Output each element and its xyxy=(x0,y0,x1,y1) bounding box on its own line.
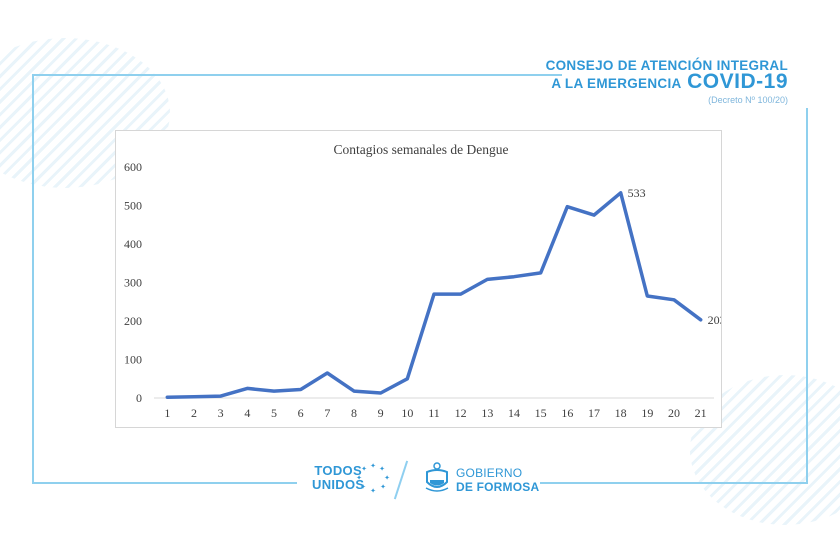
svg-text:✦: ✦ xyxy=(379,465,385,473)
chart-container: Contagios semanales de Dengue 0 100 200 300… xyxy=(115,130,722,428)
y-tick-label: 200 xyxy=(124,314,142,328)
x-tick-label: 8 xyxy=(351,406,357,420)
svg-text:✦: ✦ xyxy=(384,474,390,482)
footer-logos: TODOS UNIDOS ✦ ✦ ✦ ✦ ✦ ✦ ✦ ✦ GOBIERNO DE… xyxy=(300,458,540,502)
svg-text:✦: ✦ xyxy=(361,465,367,473)
x-tick-label: 7 xyxy=(324,406,330,420)
todos-text: TODOS xyxy=(314,463,362,478)
svg-text:✦: ✦ xyxy=(370,462,376,470)
header-line-1: CONSEJO DE ATENCIÓN INTEGRAL xyxy=(545,58,788,73)
x-tick-label: 12 xyxy=(455,406,467,420)
x-tick-label: 4 xyxy=(244,406,250,420)
y-tick-label: 100 xyxy=(124,353,142,367)
x-tick-label: 6 xyxy=(298,406,304,420)
x-tick-label: 13 xyxy=(481,406,493,420)
header-line-2-prefix: A LA EMERGENCIA xyxy=(551,76,682,91)
x-tick-label: 2 xyxy=(191,406,197,420)
todos-unidos-logo-text: TODOS UNIDOS xyxy=(312,464,364,492)
x-tick-label: 9 xyxy=(378,406,384,420)
svg-text:✦: ✦ xyxy=(370,487,376,495)
chart-title: Contagios semanales de Dengue xyxy=(333,142,508,157)
x-axis-ticks: 1 2 3 4 5 6 7 8 9 10 11 12 13 14 15 16 17 18 19 20 21 xyxy=(164,406,706,420)
x-tick-label: 16 xyxy=(561,406,573,420)
x-tick-label: 20 xyxy=(668,406,680,420)
y-tick-label: 0 xyxy=(136,391,142,405)
x-tick-label: 10 xyxy=(401,406,413,420)
stars-circle-icon: ✦ ✦ ✦ ✦ ✦ ✦ ✦ ✦ xyxy=(356,462,390,495)
x-tick-label: 18 xyxy=(615,406,627,420)
y-tick-label: 500 xyxy=(124,199,142,213)
logo-divider xyxy=(393,460,409,500)
y-axis-ticks: 0 100 200 300 400 500 600 xyxy=(124,160,142,405)
frame-line-top xyxy=(32,74,562,76)
line-chart: Contagios semanales de Dengue 0 100 200 300… xyxy=(124,142,721,420)
formosa-coat-of-arms-icon xyxy=(425,462,449,492)
x-tick-label: 17 xyxy=(588,406,600,420)
frame-line-right xyxy=(806,108,808,484)
x-tick-label: 21 xyxy=(695,406,707,420)
y-tick-label: 600 xyxy=(124,160,142,174)
svg-text:✦: ✦ xyxy=(380,483,386,491)
frame-line-bottom-right xyxy=(540,482,808,484)
series-line xyxy=(165,191,703,399)
y-tick-label: 400 xyxy=(124,237,142,251)
gobierno-text: GOBIERNO xyxy=(456,466,523,480)
header-line-2: A LA EMERGENCIA COVID-19 xyxy=(546,70,788,93)
de-formosa-text: DE FORMOSA xyxy=(456,480,540,494)
x-tick-label: 19 xyxy=(641,406,653,420)
x-tick-label: 15 xyxy=(535,406,547,420)
svg-text:✦: ✦ xyxy=(356,474,362,482)
x-tick-label: 1 xyxy=(164,406,170,420)
unidos-text: UNIDOS xyxy=(312,477,365,492)
x-tick-label: 5 xyxy=(271,406,277,420)
data-labels: 533 203 xyxy=(628,186,721,327)
header-covid-label: COVID-19 xyxy=(687,70,788,93)
header-decree: (Decreto Nº 100/20) xyxy=(708,95,788,105)
data-label: 533 xyxy=(628,186,646,200)
frame-line-bottom-left xyxy=(32,482,297,484)
x-tick-label: 11 xyxy=(428,406,440,420)
frame-line-left xyxy=(32,74,34,484)
x-tick-label: 14 xyxy=(508,406,520,420)
y-tick-label: 300 xyxy=(124,276,142,290)
council-header: CONSEJO DE ATENCIÓN INTEGRAL A LA EMERGE… xyxy=(546,58,788,105)
data-label: 203 xyxy=(708,313,721,327)
svg-text:✦: ✦ xyxy=(360,483,366,491)
x-tick-label: 3 xyxy=(218,406,224,420)
gobierno-formosa-text: GOBIERNO DE FORMOSA xyxy=(456,466,539,494)
